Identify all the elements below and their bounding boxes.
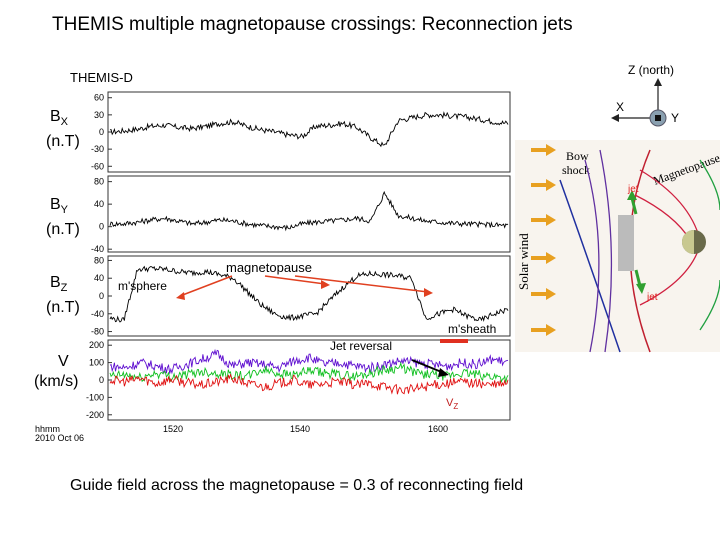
field-line xyxy=(584,159,600,353)
jet-label-bottom: jet xyxy=(646,292,658,303)
vz-annotation-sub: Z xyxy=(453,402,458,411)
ytick-label-bx-4: -60 xyxy=(91,161,104,171)
ytick-label-v-4: -200 xyxy=(86,410,104,420)
solar-wind-arrowhead xyxy=(546,288,556,300)
series-line-bz-0 xyxy=(109,265,509,323)
traces xyxy=(109,111,509,395)
ytick-label-bx-1: 30 xyxy=(94,110,104,120)
mp-pointer-2 xyxy=(264,275,326,285)
ytick-label-by-3: -40 xyxy=(91,244,104,254)
vz-annotation-main: V xyxy=(446,397,454,409)
by-label-unit: (n.T) xyxy=(46,221,80,239)
bow-shock-label-1: Bow xyxy=(566,149,589,163)
jet-arrowhead-bottom xyxy=(636,283,646,294)
date-label-line2: 2010 Oct 06 xyxy=(35,433,84,443)
x-axis-label: X xyxy=(616,100,624,114)
bx-label-main: B xyxy=(50,108,61,125)
jet-arrow-bottom xyxy=(634,269,642,287)
coordinate-axes: Z (north) X Y xyxy=(611,63,679,127)
mp-pointer-1 xyxy=(179,275,233,297)
msphere-annotation: m'sphere xyxy=(118,279,167,293)
ytick-label-v-3: -100 xyxy=(86,392,104,402)
ytick-label-by-0: 80 xyxy=(94,177,104,187)
solar-wind-arrows xyxy=(531,144,556,336)
ytick-label-by-1: 40 xyxy=(94,199,104,209)
vz-annotation: VZ xyxy=(446,397,458,411)
bow-shock-curve xyxy=(559,179,621,353)
tick-labels: 60300-30-6080400-4080400-40-802001000-10… xyxy=(86,93,448,434)
bx-label-unit: (n.T) xyxy=(46,133,80,151)
by-label-sub: Y xyxy=(60,204,69,217)
magnetopause-annotation: magnetopause xyxy=(226,260,312,275)
jet-reversal-pointer-head xyxy=(438,368,449,377)
series-line-v-2 xyxy=(109,373,509,395)
v-label-main: V xyxy=(58,353,69,370)
ytick-label-v-1: 100 xyxy=(89,358,104,368)
date-label-line1: hhmm xyxy=(35,424,60,434)
xtick-label-2: 1600 xyxy=(428,424,448,434)
series-line-by-0 xyxy=(109,190,509,232)
bx-label: BX (n.T) xyxy=(46,107,80,152)
msheath-annotation: m'sheath xyxy=(448,322,496,336)
jet-arrow-top xyxy=(630,197,638,215)
jet-label-top: jet xyxy=(627,184,639,195)
ytick-label-v-2: 0 xyxy=(99,375,104,385)
ytick-label-bz-0: 80 xyxy=(94,255,104,265)
mp-pointer-3-head xyxy=(424,288,433,297)
ytick-label-v-0: 200 xyxy=(89,340,104,350)
mp-pointer-1-head xyxy=(176,292,185,300)
x-axis-arrowhead xyxy=(611,114,619,122)
ytick-label-bz-2: 0 xyxy=(99,291,104,301)
earth-dayside xyxy=(682,230,694,254)
jet-arrowhead-top xyxy=(627,190,637,200)
solar-wind-arrowhead xyxy=(546,179,556,191)
ytick-label-bz-4: -80 xyxy=(91,327,104,337)
bz-label-unit: (n.T) xyxy=(46,299,80,317)
page-title: THEMIS multiple magnetopause crossings: … xyxy=(52,14,573,35)
bow-shock-label-2: shock xyxy=(562,163,590,177)
jet-reversal-annotation: Jet reversal xyxy=(330,339,392,353)
field-line xyxy=(599,149,613,353)
by-label: BY (n.T) xyxy=(46,195,80,240)
z-north-label: Z (north) xyxy=(628,63,674,77)
mp-pointer-2-head xyxy=(321,280,330,289)
bz-label-main: B xyxy=(50,274,61,291)
mp-pointer-3 xyxy=(294,275,429,293)
xtick-label-1: 1540 xyxy=(290,424,310,434)
v-label-unit: (km/s) xyxy=(34,373,79,390)
ytick-label-bx-0: 60 xyxy=(94,93,104,103)
y-axis-label: Y xyxy=(671,111,679,125)
jet-reversal-pointer xyxy=(411,359,445,374)
ytick-label-bx-3: -30 xyxy=(91,144,104,154)
by-panel xyxy=(107,175,511,253)
solar-wind-arrowhead xyxy=(546,214,556,226)
series-line-bx-0 xyxy=(109,111,509,148)
solar-wind-label: Solar wind xyxy=(516,233,531,290)
reconnection-region xyxy=(618,215,634,271)
magnetosphere-diagram: Solar wind Bow shock Magnetopause jet je… xyxy=(515,140,720,353)
v-label: V (km/s) xyxy=(34,352,78,392)
footer-caption: Guide field across the magnetopause = 0.… xyxy=(70,477,524,494)
ytick-label-bz-1: 40 xyxy=(94,273,104,283)
ytick-label-bx-2: 0 xyxy=(99,127,104,137)
series-line-v-0 xyxy=(109,348,509,375)
bz-label-sub: Z xyxy=(60,282,68,295)
spacecraft-label: THEMIS-D xyxy=(70,70,133,85)
z-axis-arrowhead xyxy=(654,78,662,86)
ytick-label-bz-3: -40 xyxy=(91,309,104,319)
solar-wind-arrowhead xyxy=(546,324,556,336)
y-axis-dot xyxy=(655,115,661,121)
by-label-main: B xyxy=(50,196,61,213)
solar-wind-arrowhead xyxy=(546,144,556,156)
ytick-label-by-2: 0 xyxy=(99,222,104,232)
bx-label-sub: X xyxy=(60,116,69,129)
solar-wind-arrowhead xyxy=(546,252,556,264)
bz-label: BZ (n.T) xyxy=(46,273,80,318)
xtick-label-0: 1520 xyxy=(163,424,183,434)
